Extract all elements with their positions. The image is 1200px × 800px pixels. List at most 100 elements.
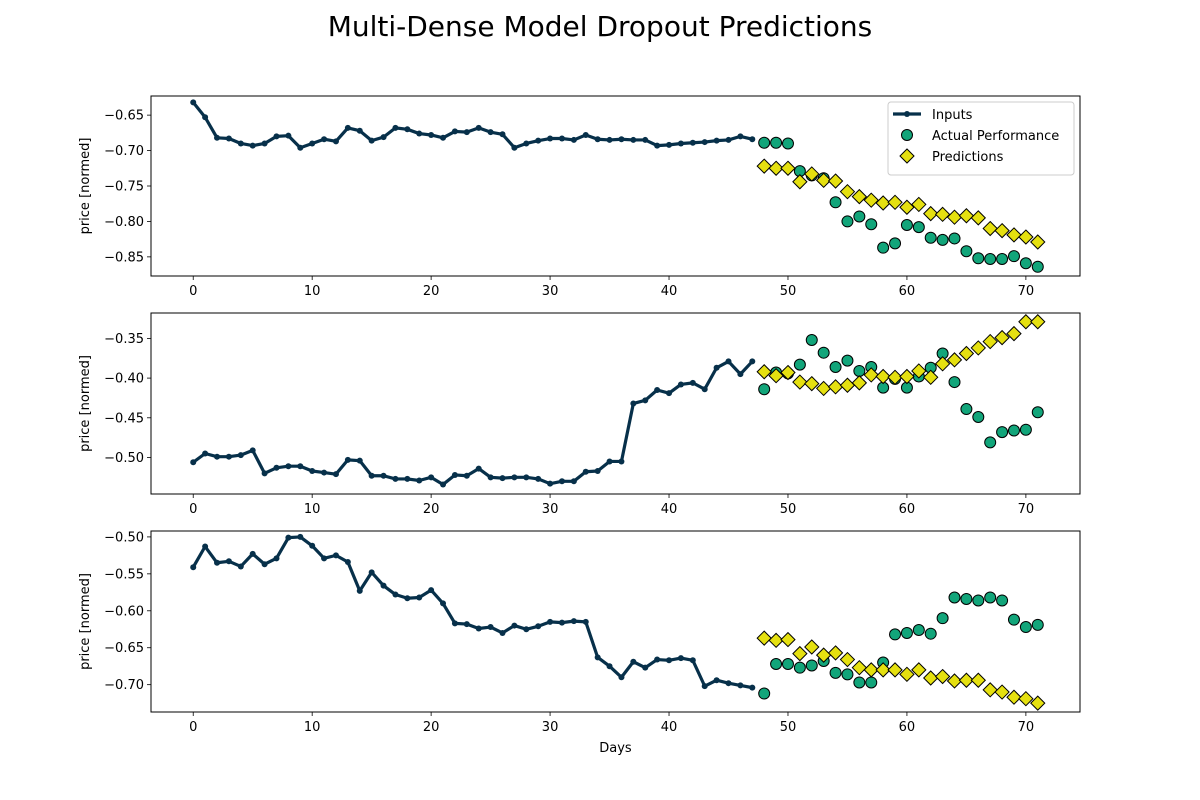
prediction-point (780, 364, 796, 381)
inputs-point (428, 587, 435, 594)
figure-title: Multi-Dense Model Dropout Predictions (327, 10, 873, 43)
inputs-point (689, 379, 696, 386)
prediction-point (946, 352, 963, 368)
inputs-point (404, 126, 411, 133)
inputs-point (487, 624, 494, 631)
inputs-point (225, 453, 232, 460)
x-tick-label: 10 (304, 284, 321, 299)
inputs-point (594, 136, 601, 143)
prediction-point (1018, 314, 1034, 330)
actual-point (948, 376, 961, 389)
inputs-point (749, 684, 756, 691)
prediction-point (1018, 690, 1034, 707)
actual-point (817, 346, 830, 359)
legend-label: Inputs (932, 108, 973, 123)
prediction-point (934, 206, 951, 223)
inputs-point (321, 469, 328, 476)
inputs-point (582, 618, 589, 625)
x-tick-label: 70 (1018, 720, 1035, 735)
inputs-point (368, 137, 375, 144)
inputs-point (332, 552, 339, 559)
actual-point (793, 358, 806, 371)
prediction-point (911, 363, 927, 379)
inputs-point (594, 467, 601, 474)
actual-point (889, 237, 902, 250)
inputs-point (547, 480, 554, 487)
x-tick-label: 40 (661, 502, 678, 517)
x-tick-label: 70 (1018, 284, 1035, 299)
inputs-point (511, 144, 518, 151)
prediction-point (827, 645, 844, 661)
inputs-point (356, 127, 363, 134)
inputs-point (713, 137, 720, 144)
inputs-point (725, 136, 732, 143)
inputs-point (261, 470, 268, 477)
inputs-point (190, 459, 197, 466)
chart-panel-2: 0 10 20 30 40 50 60 70 −0.35 −0.40 −0.45 −0.50 price… (78, 312, 1081, 517)
inputs-point (487, 474, 494, 481)
x-tick-label: 20 (423, 720, 440, 735)
inputs-point (701, 139, 708, 146)
inputs-point (654, 387, 661, 394)
x-tick-label: 20 (423, 502, 440, 517)
prediction-point (768, 632, 784, 649)
x-tick-label: 60 (899, 502, 916, 517)
inputs-point (677, 655, 684, 662)
inputs-point (677, 140, 684, 147)
axes-frame (150, 312, 1081, 495)
inputs-point (321, 555, 328, 562)
inputs-point (606, 458, 613, 465)
chart-panel-1: 0 10 20 30 40 50 60 70 −0.65 −0.70 −0.75 −0.80 −0.85… (78, 95, 1081, 299)
prediction-point (1006, 689, 1022, 705)
actual-point (1031, 618, 1044, 631)
prediction-point (994, 684, 1010, 700)
inputs-point (297, 463, 304, 470)
inputs-point (463, 129, 470, 136)
actual-point (770, 136, 783, 149)
actual-point (1007, 250, 1020, 263)
prediction-point (792, 374, 808, 390)
axes-frame (150, 530, 1081, 713)
inputs-point (416, 130, 423, 137)
inputs-point (273, 555, 280, 562)
actual-point (984, 591, 997, 604)
inputs-point (297, 533, 304, 540)
actual-point (758, 136, 771, 149)
inputs-point (523, 474, 530, 481)
prediction-point (875, 662, 891, 678)
prediction-point (851, 375, 868, 391)
x-tick-label: 60 (899, 284, 916, 299)
prediction-point (923, 369, 939, 386)
inputs-point (416, 477, 423, 484)
legend-label: Actual Performance (932, 129, 1059, 144)
prediction-point (863, 662, 879, 678)
inputs-point (666, 390, 673, 397)
inputs-point (309, 542, 316, 549)
inputs-point (344, 559, 351, 566)
actual-point (853, 676, 866, 689)
inputs-point (689, 139, 696, 146)
prediction-point (756, 158, 772, 174)
prediction-point (851, 659, 868, 676)
actual-point (805, 659, 818, 672)
actual-point (829, 360, 842, 373)
actual-point (948, 232, 961, 245)
prediction-point (780, 160, 796, 176)
prediction-point (887, 369, 903, 386)
actual-point (865, 218, 878, 231)
y-tick-label: −0.60 (104, 604, 144, 619)
prediction-point (863, 367, 879, 383)
actual-point (996, 252, 1009, 265)
prediction-point (982, 220, 998, 237)
prediction-point (946, 209, 963, 225)
inputs-point (606, 136, 613, 143)
x-tick-label: 70 (1018, 502, 1035, 517)
actual-point (972, 594, 985, 607)
actual-point (900, 218, 913, 231)
prediction-point (839, 651, 856, 668)
x-tick-label: 10 (304, 720, 321, 735)
inputs-point (463, 621, 470, 628)
legend-label: Predictions (932, 150, 1004, 165)
prediction-point (1006, 227, 1022, 243)
